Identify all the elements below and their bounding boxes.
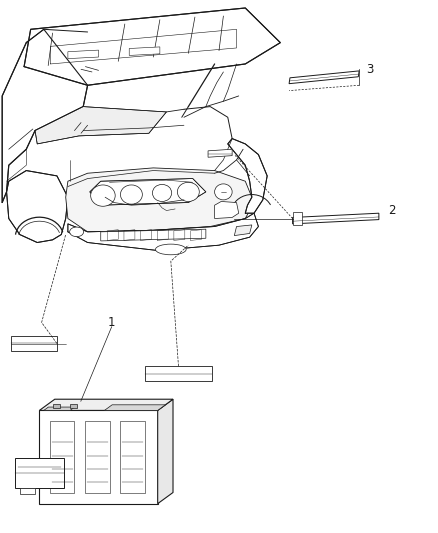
Polygon shape <box>215 201 239 219</box>
Ellipse shape <box>215 184 232 200</box>
Polygon shape <box>11 336 57 351</box>
Polygon shape <box>293 213 379 224</box>
Polygon shape <box>105 405 166 410</box>
Polygon shape <box>228 139 267 213</box>
Polygon shape <box>129 47 160 55</box>
Polygon shape <box>68 213 258 251</box>
Polygon shape <box>234 225 252 236</box>
Polygon shape <box>120 421 145 493</box>
Polygon shape <box>15 458 64 488</box>
Polygon shape <box>2 29 88 203</box>
Polygon shape <box>208 149 232 157</box>
Polygon shape <box>66 168 254 232</box>
Polygon shape <box>7 171 68 243</box>
Polygon shape <box>68 50 99 59</box>
Ellipse shape <box>91 185 115 206</box>
Polygon shape <box>101 229 206 241</box>
Ellipse shape <box>120 185 142 204</box>
Ellipse shape <box>70 227 84 237</box>
Text: 2: 2 <box>388 204 396 217</box>
Polygon shape <box>289 71 359 84</box>
Ellipse shape <box>152 184 172 201</box>
Polygon shape <box>39 399 173 410</box>
Ellipse shape <box>177 182 199 201</box>
Polygon shape <box>20 488 35 494</box>
Ellipse shape <box>155 244 186 255</box>
Polygon shape <box>24 8 280 85</box>
Polygon shape <box>293 212 302 225</box>
Polygon shape <box>50 421 74 493</box>
Polygon shape <box>90 179 206 205</box>
Polygon shape <box>85 421 110 493</box>
Text: 1: 1 <box>108 316 116 329</box>
Text: 3: 3 <box>367 63 374 76</box>
Polygon shape <box>158 399 173 504</box>
Polygon shape <box>39 410 158 504</box>
Polygon shape <box>70 404 77 408</box>
Polygon shape <box>53 404 60 408</box>
Polygon shape <box>35 107 166 144</box>
Polygon shape <box>145 366 212 381</box>
Polygon shape <box>44 407 74 410</box>
